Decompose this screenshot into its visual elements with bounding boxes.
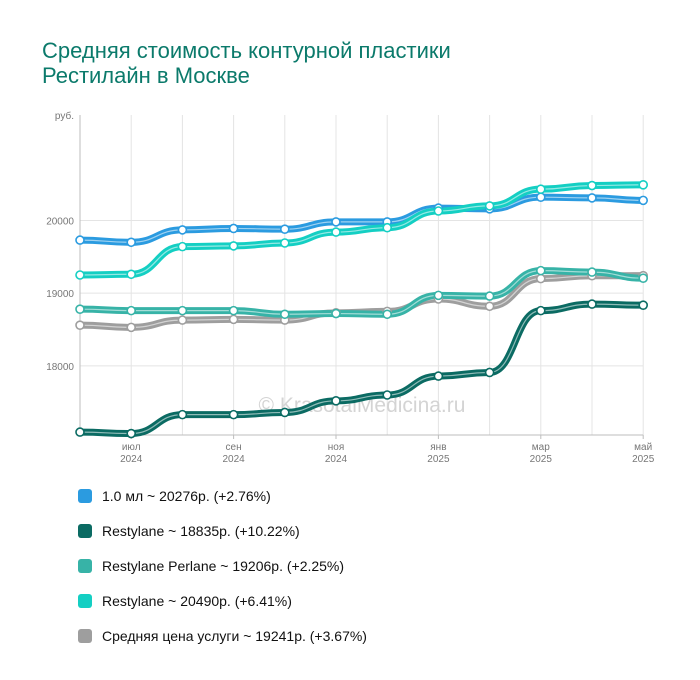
- watermark: © KrasotaiMedicina.ru: [259, 394, 466, 417]
- y-axis-unit-label: руб.: [55, 110, 74, 122]
- chart-title-line-1: Средняя стоимость контурной пластики: [42, 38, 451, 63]
- x-tick-label-month: янв: [430, 442, 446, 453]
- data-point[interactable]: [587, 267, 597, 277]
- data-point[interactable]: [177, 305, 188, 316]
- data-point[interactable]: [382, 222, 393, 233]
- chart-title-line-2: Рестилайн в Москве: [42, 63, 250, 88]
- series-line-1[interactable]: [76, 193, 647, 246]
- data-point[interactable]: [638, 195, 649, 206]
- data-point[interactable]: [484, 201, 495, 211]
- data-point[interactable]: [535, 184, 546, 194]
- data-point[interactable]: [177, 241, 188, 252]
- data-point[interactable]: [228, 409, 239, 420]
- legend-label: Restylane ~ 20490р. (+6.41%): [102, 592, 292, 609]
- x-tick-label-month: май: [634, 442, 652, 453]
- series-lines: [76, 181, 647, 438]
- data-point[interactable]: [228, 223, 239, 234]
- data-point[interactable]: [433, 206, 444, 216]
- data-point[interactable]: [75, 235, 85, 245]
- data-point[interactable]: [331, 396, 341, 406]
- legend-label: Restylane Perlane ~ 19206р. (+2.25%): [102, 557, 345, 574]
- data-point[interactable]: [279, 238, 290, 248]
- data-point[interactable]: [331, 227, 341, 237]
- data-point[interactable]: [638, 180, 649, 190]
- data-point[interactable]: [331, 308, 341, 319]
- legend-item-2[interactable]: Restylane ~ 18835р. (+10.22%): [78, 513, 367, 548]
- data-point[interactable]: [75, 427, 85, 437]
- x-tick-label-year: 2025: [530, 454, 553, 465]
- data-point[interactable]: [587, 193, 597, 203]
- x-tick-label-year: 2024: [222, 454, 245, 465]
- legend-item-3[interactable]: Restylane Perlane ~ 19206р. (+2.25%): [78, 548, 367, 583]
- data-point[interactable]: [126, 269, 136, 280]
- chart-title: Средняя стоимость контурной пластики Рес…: [42, 38, 642, 88]
- data-point[interactable]: [228, 305, 239, 316]
- data-point[interactable]: [177, 409, 188, 420]
- legend-label: Restylane ~ 18835р. (+10.22%): [102, 522, 300, 539]
- line-chart: © KrasotaiMedicina.ru 180001900020000руб…: [46, 110, 655, 465]
- data-point[interactable]: [75, 320, 85, 330]
- legend-swatch: [78, 558, 92, 573]
- x-tick-label-year: 2024: [120, 454, 143, 465]
- data-point[interactable]: [126, 428, 136, 439]
- data-point[interactable]: [484, 291, 495, 301]
- x-tick-label-month: июл: [122, 442, 141, 453]
- data-point[interactable]: [484, 301, 495, 312]
- data-point[interactable]: [279, 407, 290, 418]
- data-point[interactable]: [75, 270, 85, 280]
- data-point[interactable]: [587, 299, 597, 309]
- x-tick-label-year: 2025: [632, 454, 655, 465]
- x-tick-label-month: сен: [226, 442, 242, 453]
- series-line-5[interactable]: [76, 272, 647, 331]
- data-point[interactable]: [433, 290, 444, 301]
- legend: 1.0 мл ~ 20276р. (+2.76%) Restylane ~ 188…: [78, 478, 367, 653]
- data-point[interactable]: [228, 241, 239, 251]
- legend-item-5[interactable]: Средняя цена услуги ~ 19241р. (+3.67%): [78, 618, 367, 653]
- x-tick-label-year: 2025: [427, 454, 450, 465]
- data-point[interactable]: [587, 180, 597, 191]
- y-tick-label: 19000: [46, 289, 74, 300]
- data-point[interactable]: [126, 305, 136, 316]
- data-point[interactable]: [75, 304, 85, 314]
- x-tick-label-month: мар: [532, 442, 550, 453]
- legend-swatch: [78, 523, 92, 538]
- legend-swatch: [78, 488, 92, 503]
- data-point[interactable]: [535, 273, 546, 284]
- y-tick-label: 20000: [46, 216, 74, 227]
- series-line-body: [76, 193, 647, 246]
- series-line-body: [76, 272, 647, 331]
- data-point[interactable]: [535, 305, 546, 316]
- data-point[interactable]: [535, 265, 546, 276]
- data-point[interactable]: [484, 367, 495, 378]
- axes: 180001900020000руб.июл2024сен2024ноя2024…: [46, 110, 655, 465]
- data-point[interactable]: [228, 314, 239, 325]
- data-point[interactable]: [331, 217, 341, 227]
- legend-swatch: [78, 628, 92, 643]
- data-point[interactable]: [535, 192, 546, 202]
- data-point[interactable]: [126, 322, 136, 333]
- data-point[interactable]: [638, 273, 649, 284]
- legend-item-4[interactable]: Restylane ~ 20490р. (+6.41%): [78, 583, 367, 618]
- data-point[interactable]: [382, 390, 393, 400]
- data-point[interactable]: [279, 309, 290, 320]
- legend-label: Средняя цена услуги ~ 19241р. (+3.67%): [102, 627, 367, 644]
- legend-item-1[interactable]: 1.0 мл ~ 20276р. (+2.76%): [78, 478, 367, 513]
- y-tick-label: 18000: [46, 362, 74, 373]
- data-points: [75, 180, 649, 439]
- x-tick-label-year: 2024: [325, 454, 348, 465]
- data-point[interactable]: [638, 300, 649, 310]
- x-tick-label-month: ноя: [328, 442, 345, 453]
- data-point[interactable]: [279, 224, 290, 234]
- data-point[interactable]: [126, 237, 136, 248]
- legend-swatch: [78, 593, 92, 608]
- data-point[interactable]: [177, 315, 188, 325]
- data-point[interactable]: [433, 371, 444, 381]
- data-point[interactable]: [177, 225, 188, 235]
- data-point[interactable]: [382, 309, 393, 320]
- legend-label: 1.0 мл ~ 20276р. (+2.76%): [102, 487, 271, 504]
